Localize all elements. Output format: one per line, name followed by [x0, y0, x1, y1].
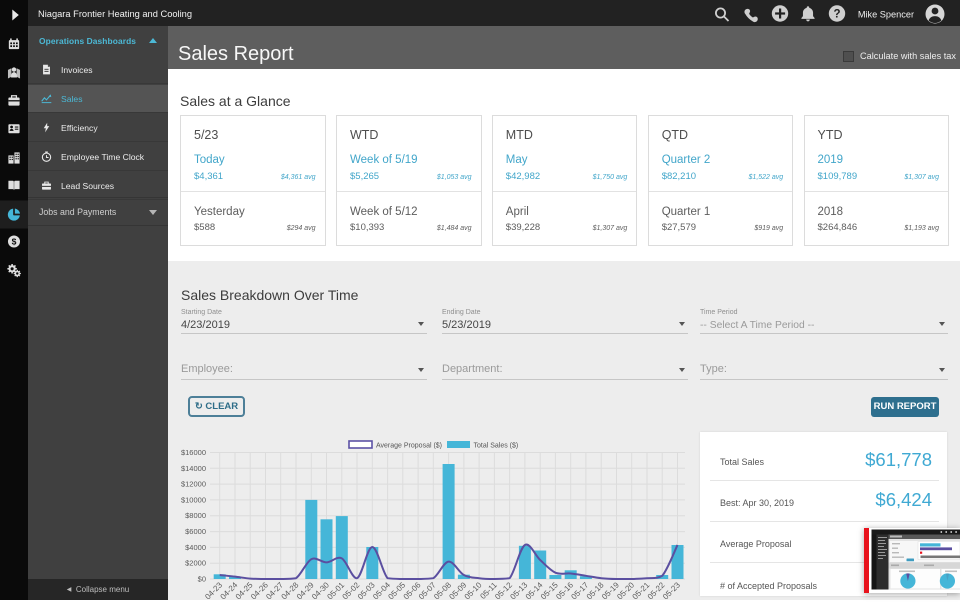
svg-text:$14000: $14000 — [181, 464, 206, 473]
svg-text:$2000: $2000 — [185, 559, 206, 568]
svg-text:$0: $0 — [198, 575, 206, 584]
svg-text:$8000: $8000 — [185, 511, 206, 520]
svg-text:$10000: $10000 — [181, 495, 206, 504]
svg-text:$4000: $4000 — [185, 543, 206, 552]
svg-text:?: ? — [833, 9, 840, 21]
svg-text:$16000: $16000 — [181, 448, 206, 457]
svg-text:$12000: $12000 — [181, 480, 206, 489]
svg-text:Mike Spencer: Mike Spencer — [858, 10, 914, 20]
svg-text:Average Proposal ($): Average Proposal ($) — [376, 443, 442, 450]
svg-text:$: $ — [12, 237, 17, 247]
svg-text:Total Sales ($): Total Sales ($) — [474, 443, 519, 450]
svg-text:$6000: $6000 — [185, 527, 206, 536]
svg-text:05-23: 05-23 — [661, 580, 682, 600]
